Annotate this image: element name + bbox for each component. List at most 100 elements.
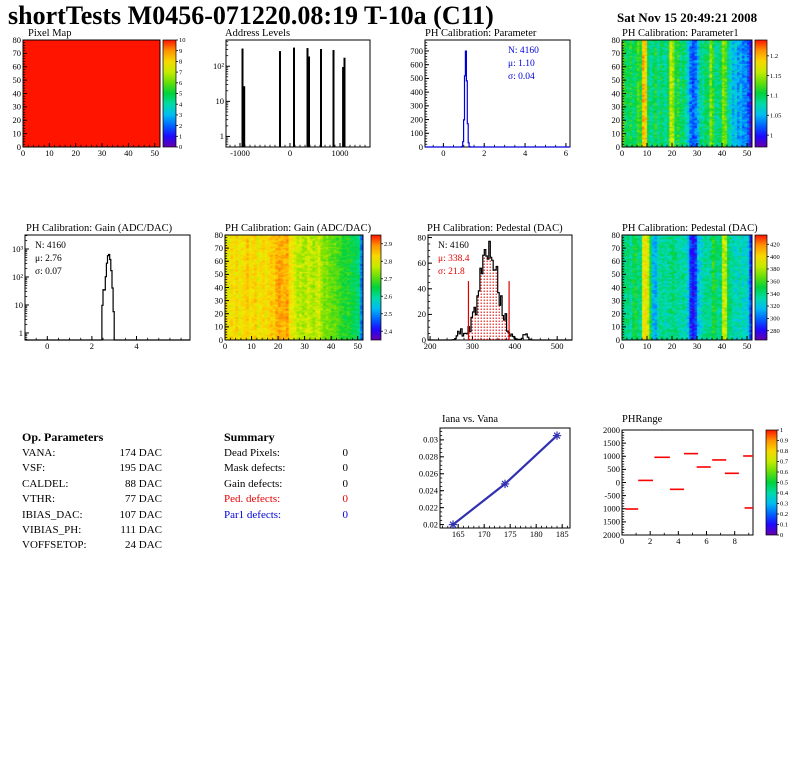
x-tick-label: 170 [478,529,491,539]
page-title: shortTests M0456-071220.08:19 T-10a (C11… [8,1,494,30]
x-tick-label: 50 [743,148,752,158]
x-tick-label: 20 [668,148,677,158]
y-tick-label: 60 [612,256,621,266]
op-parameters-row-label: VIBIAS_PH: [22,523,82,536]
x-tick-label: 400 [508,341,521,351]
colorbar-label: 320 [770,303,780,310]
summary-row-label: Par1 defects: [224,508,282,521]
y-tick-label: 10² [213,61,225,71]
y-tick-label: 600 [410,59,423,69]
op-parameters-row-label: VANA: [22,447,56,459]
gain_map-plot: PH Calibration: Gain (ADC/DAC) 0 10 20 30 40 5… [196,218,400,378]
pixel_map-cells [23,40,160,147]
x-tick-label: 20 [668,341,677,351]
data-marker [449,521,457,529]
colorbar-label: 0.5 [780,480,788,487]
colorbar-label: 420 [770,241,780,248]
y-tick-label: 10 [216,96,225,106]
colorbar-label: 380 [770,266,780,273]
colorbar [754,234,768,341]
op-parameters-row-label: VOFFSETOP: [22,539,87,552]
op-parameters-row-label: CALDEL: [22,477,69,490]
plot-frame [225,39,371,148]
summary-row-label: Mask defects: [224,462,286,475]
summary-row-value: 0 [342,493,349,506]
colorbar-label: 4 [179,101,183,108]
x-tick-label: 30 [98,148,107,158]
colorbar-label: 0 [780,532,783,539]
op-parameters-row-label: VTHR: [22,493,55,506]
colorbar-label: 0.8 [780,448,788,455]
op-parameters-row-value: 77 DAC [125,493,162,506]
address_levels-svg: Address Levels -1000 0 1000 1 10 10² [213,28,371,158]
x-tick-label: 10 [247,341,256,351]
y-tick-label: 500 [410,73,423,83]
y-tick-label: 0.02 [423,519,438,529]
x-tick-label: 40 [327,341,336,351]
plot-title: PH Calibration: Gain (ADC/DAC) [26,223,173,234]
x-tick-label: 6 [564,148,568,158]
x-tick-label: 2 [482,148,486,158]
gain_hist-svg: PH Calibration: Gain (ADC/DAC) 0 2 4 1 10 10² 1… [12,223,191,351]
y-tick-label: 40 [418,284,427,294]
colorbar-label: 0.6 [780,469,789,476]
x-tick-label: 175 [504,529,517,539]
x-tick-label: 0 [45,341,49,351]
plot-title: Pixel Map [28,28,71,39]
y-tick-label: 0 [419,142,423,152]
x-tick-label: 185 [556,529,569,539]
y-tick-label: 80 [215,230,224,240]
colorbar-label: 3 [179,112,182,119]
summary-row-label: Ped. defects: [224,493,281,506]
x-tick-label: -1000 [230,148,250,158]
phrange-plot: PHRange 0 2 4 6 8 2000 1500 1000 500 0 -500 1000 1500… [590,408,796,563]
colorbar-label: 7 [179,69,183,76]
y-tick-label: 300 [410,101,423,111]
op-parameters-row: VIBIAS_PH: 111 DAC [22,524,197,539]
y-tick-label: 20 [612,309,621,319]
y-tick-label: 0.03 [423,435,438,445]
y-tick-label: 80 [418,232,427,242]
y-tick-label: 100 [410,128,423,138]
y-tick-label: 1500 [603,517,620,527]
x-tick-label: 4 [134,341,139,351]
colorbar-label: 300 [770,316,780,323]
hist-outline [25,253,190,341]
x-tick-label: 10 [643,341,652,351]
colorbar-label: 1.15 [770,73,781,80]
y-tick-label: 0 [17,142,21,152]
summary-row: Par1 defects: 0 [224,509,399,524]
summary-row-value: 0 [342,462,349,475]
y-tick-label: 40 [612,88,621,98]
colorbar-label: 1 [179,134,182,141]
y-tick-label: 700 [410,46,423,56]
x-tick-label: 500 [551,341,564,351]
stat-line: N: 4160 [35,241,66,251]
summary-row: Mask defects: 0 [224,462,399,477]
summary: Summary Dead Pixels: 0 Mask defects: 0 Gain d… [224,430,399,524]
y-tick-label: 400 [410,87,423,97]
colorbar-label: 8 [179,59,182,66]
stat-line: N: 4160 [508,46,539,56]
y-tick-label: 40 [215,282,224,292]
plot-frame [24,234,191,341]
summary-row-label: Dead Pixels: [224,447,280,459]
gain_hist-plot: PH Calibration: Gain (ADC/DAC) 0 2 4 1 10 10² 1… [0,218,210,378]
y-tick-label: 50 [612,269,621,279]
op-parameters: Op. Parameters VANA: 174 DAC VSF: 195 DAC CAL… [22,430,197,555]
ped_map-plot: PH Calibration: Pedestal (DAC) 0 10 20 30 40 5… [610,218,796,378]
x-tick-label: 165 [452,529,465,539]
hist-outline [428,240,572,341]
colorbar-label: 2.8 [384,258,392,265]
stat-line: μ: 338.4 [438,254,470,264]
op-parameters-row: VOFFSETOP: 24 DAC [22,539,197,554]
ph_param-plot: PH Calibration: Parameter 0 2 4 6 0 100 200 300 4… [402,24,598,184]
summary-heading: Summary [224,430,275,444]
op-parameters-row: VSF: 195 DAC [22,462,197,477]
colorbar-label: 6 [179,80,183,87]
ped_hist-svg: PH Calibration: Pedestal (DAC)200 300 400 5… [418,223,573,351]
x-tick-label: 50 [353,341,362,351]
x-tick-label: 40 [718,148,727,158]
colorbar-label: 2.7 [384,276,393,283]
x-tick-label: 1000 [332,148,349,158]
